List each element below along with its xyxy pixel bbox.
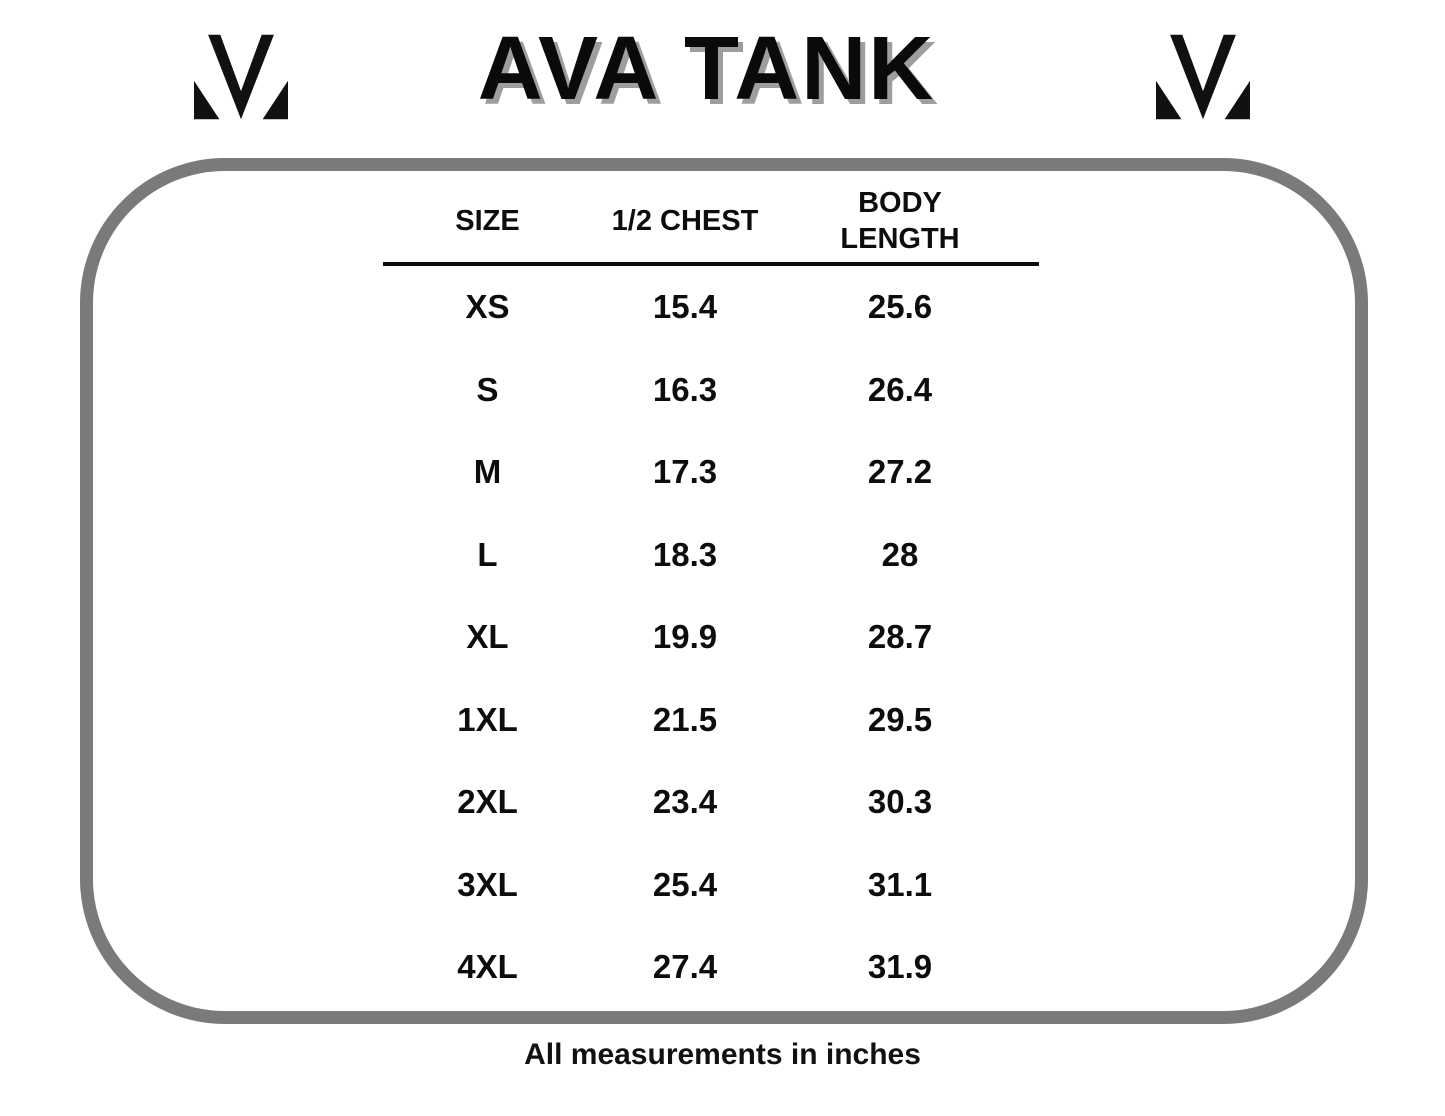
half-chest-cell: 15.4 <box>652 288 718 326</box>
body-length-cell: 31.9 <box>867 948 933 986</box>
half-chest-cell: 25.4 <box>652 865 718 903</box>
size-chart-table: XS 15.4 25.6 S 16.3 26.4 M 17.3 27.2 L 1… <box>385 266 1020 1009</box>
header-underline <box>383 262 1039 266</box>
size-cell: S <box>476 370 499 408</box>
size-cell: 1XL <box>457 700 518 738</box>
size-chart-header-row: SIZE 1/2 CHEST BODY LENGTH <box>385 182 1020 260</box>
half-chest-cell: 23.4 <box>652 783 718 821</box>
body-length-cell: 25.6 <box>867 288 933 326</box>
brand-logo-right <box>1156 34 1250 120</box>
body-length-cell: 28.7 <box>867 618 933 656</box>
size-cell: L <box>477 535 498 573</box>
half-chest-cell: 27.4 <box>652 948 718 986</box>
size-cell: 4XL <box>457 948 518 986</box>
half-chest-cell: 16.3 <box>652 370 718 408</box>
size-cell: XS <box>465 288 510 326</box>
brand-logo-left <box>194 34 288 120</box>
body-length-cell: 29.5 <box>867 700 933 738</box>
body-length-cell: 26.4 <box>867 370 933 408</box>
mv-monogram-icon <box>194 34 288 120</box>
size-cell: 3XL <box>457 865 518 903</box>
column-header-body-length: BODY LENGTH <box>780 185 1020 258</box>
body-length-cell: 27.2 <box>867 453 933 491</box>
column-header-body-length-label: BODY LENGTH <box>840 186 960 255</box>
size-chart-panel <box>80 158 1368 1024</box>
size-cell: 2XL <box>457 783 518 821</box>
size-cell: XL <box>466 618 509 656</box>
mv-monogram-icon <box>1156 34 1250 120</box>
half-chest-cell: 17.3 <box>652 453 718 491</box>
half-chest-cell: 19.9 <box>652 618 718 656</box>
size-cell: M <box>473 453 502 491</box>
half-chest-cell: 18.3 <box>652 535 718 573</box>
page-title: AVA TANK <box>477 19 936 119</box>
column-header-half-chest: 1/2 CHEST <box>611 204 759 237</box>
half-chest-cell: 21.5 <box>652 700 718 738</box>
body-length-cell: 31.1 <box>867 865 933 903</box>
measurements-footnote: All measurements in inches <box>524 1038 921 1071</box>
column-header-size: SIZE <box>455 204 520 237</box>
body-length-cell: 30.3 <box>867 783 933 821</box>
body-length-cell: 28 <box>881 535 919 573</box>
